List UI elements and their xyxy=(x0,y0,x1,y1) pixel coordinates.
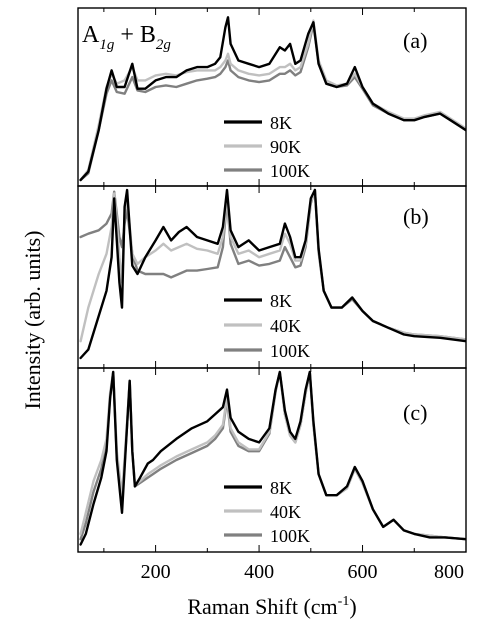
symmetry-plus: + xyxy=(114,22,140,48)
panels-group: 8K 90K 100K 8K 40K 100K 8K 40K 100K xyxy=(79,16,466,546)
panel-frames xyxy=(77,7,467,553)
x-tick-label-600: 600 xyxy=(348,561,378,583)
x-tick-label-800: 800 xyxy=(434,561,464,583)
series-line-8k xyxy=(79,370,466,546)
symmetry-b-sub: 2g xyxy=(156,37,172,53)
x-axis-label-sup: -1 xyxy=(338,594,350,609)
panel-label-c: (c) xyxy=(403,400,427,425)
panel-label-a: (a) xyxy=(403,28,427,53)
x-tick-label-400: 400 xyxy=(244,561,274,583)
symmetry-a-sub: 1g xyxy=(99,37,115,53)
x-axis-label-end: ) xyxy=(349,594,356,619)
legend-label-100k: 100K xyxy=(270,161,310,181)
x-tick-labels: 200 400 600 800 xyxy=(141,561,464,583)
legend-label-40k: 40K xyxy=(270,502,301,522)
panel-label-b: (b) xyxy=(403,204,429,229)
y-axis-label: Intensity (arb. units) xyxy=(20,230,45,409)
symmetry-label: A1g + B2g xyxy=(82,22,171,53)
legend-label-8k: 8K xyxy=(270,478,292,498)
panel-0-series xyxy=(79,16,466,182)
panel-1-series xyxy=(79,188,466,360)
x-axis-label-main: Raman Shift (cm xyxy=(187,594,337,619)
legend-label-90k: 90K xyxy=(270,137,301,157)
panel-frame-2 xyxy=(77,367,467,553)
x-axis-label: Raman Shift (cm-1) xyxy=(187,594,356,619)
legend-label-100k: 100K xyxy=(270,341,310,361)
x-tick-label-200: 200 xyxy=(141,561,171,583)
panel-2-series xyxy=(79,370,466,546)
legend-label-8k: 8K xyxy=(270,291,292,311)
legend-label-8k: 8K xyxy=(270,113,292,133)
legend-label-40k: 40K xyxy=(270,316,301,336)
symmetry-b: B xyxy=(140,22,156,48)
series-line-8k xyxy=(79,188,466,360)
legend-label-100k: 100K xyxy=(270,526,310,546)
series-line-8k xyxy=(79,16,466,182)
symmetry-a: A xyxy=(82,22,100,48)
